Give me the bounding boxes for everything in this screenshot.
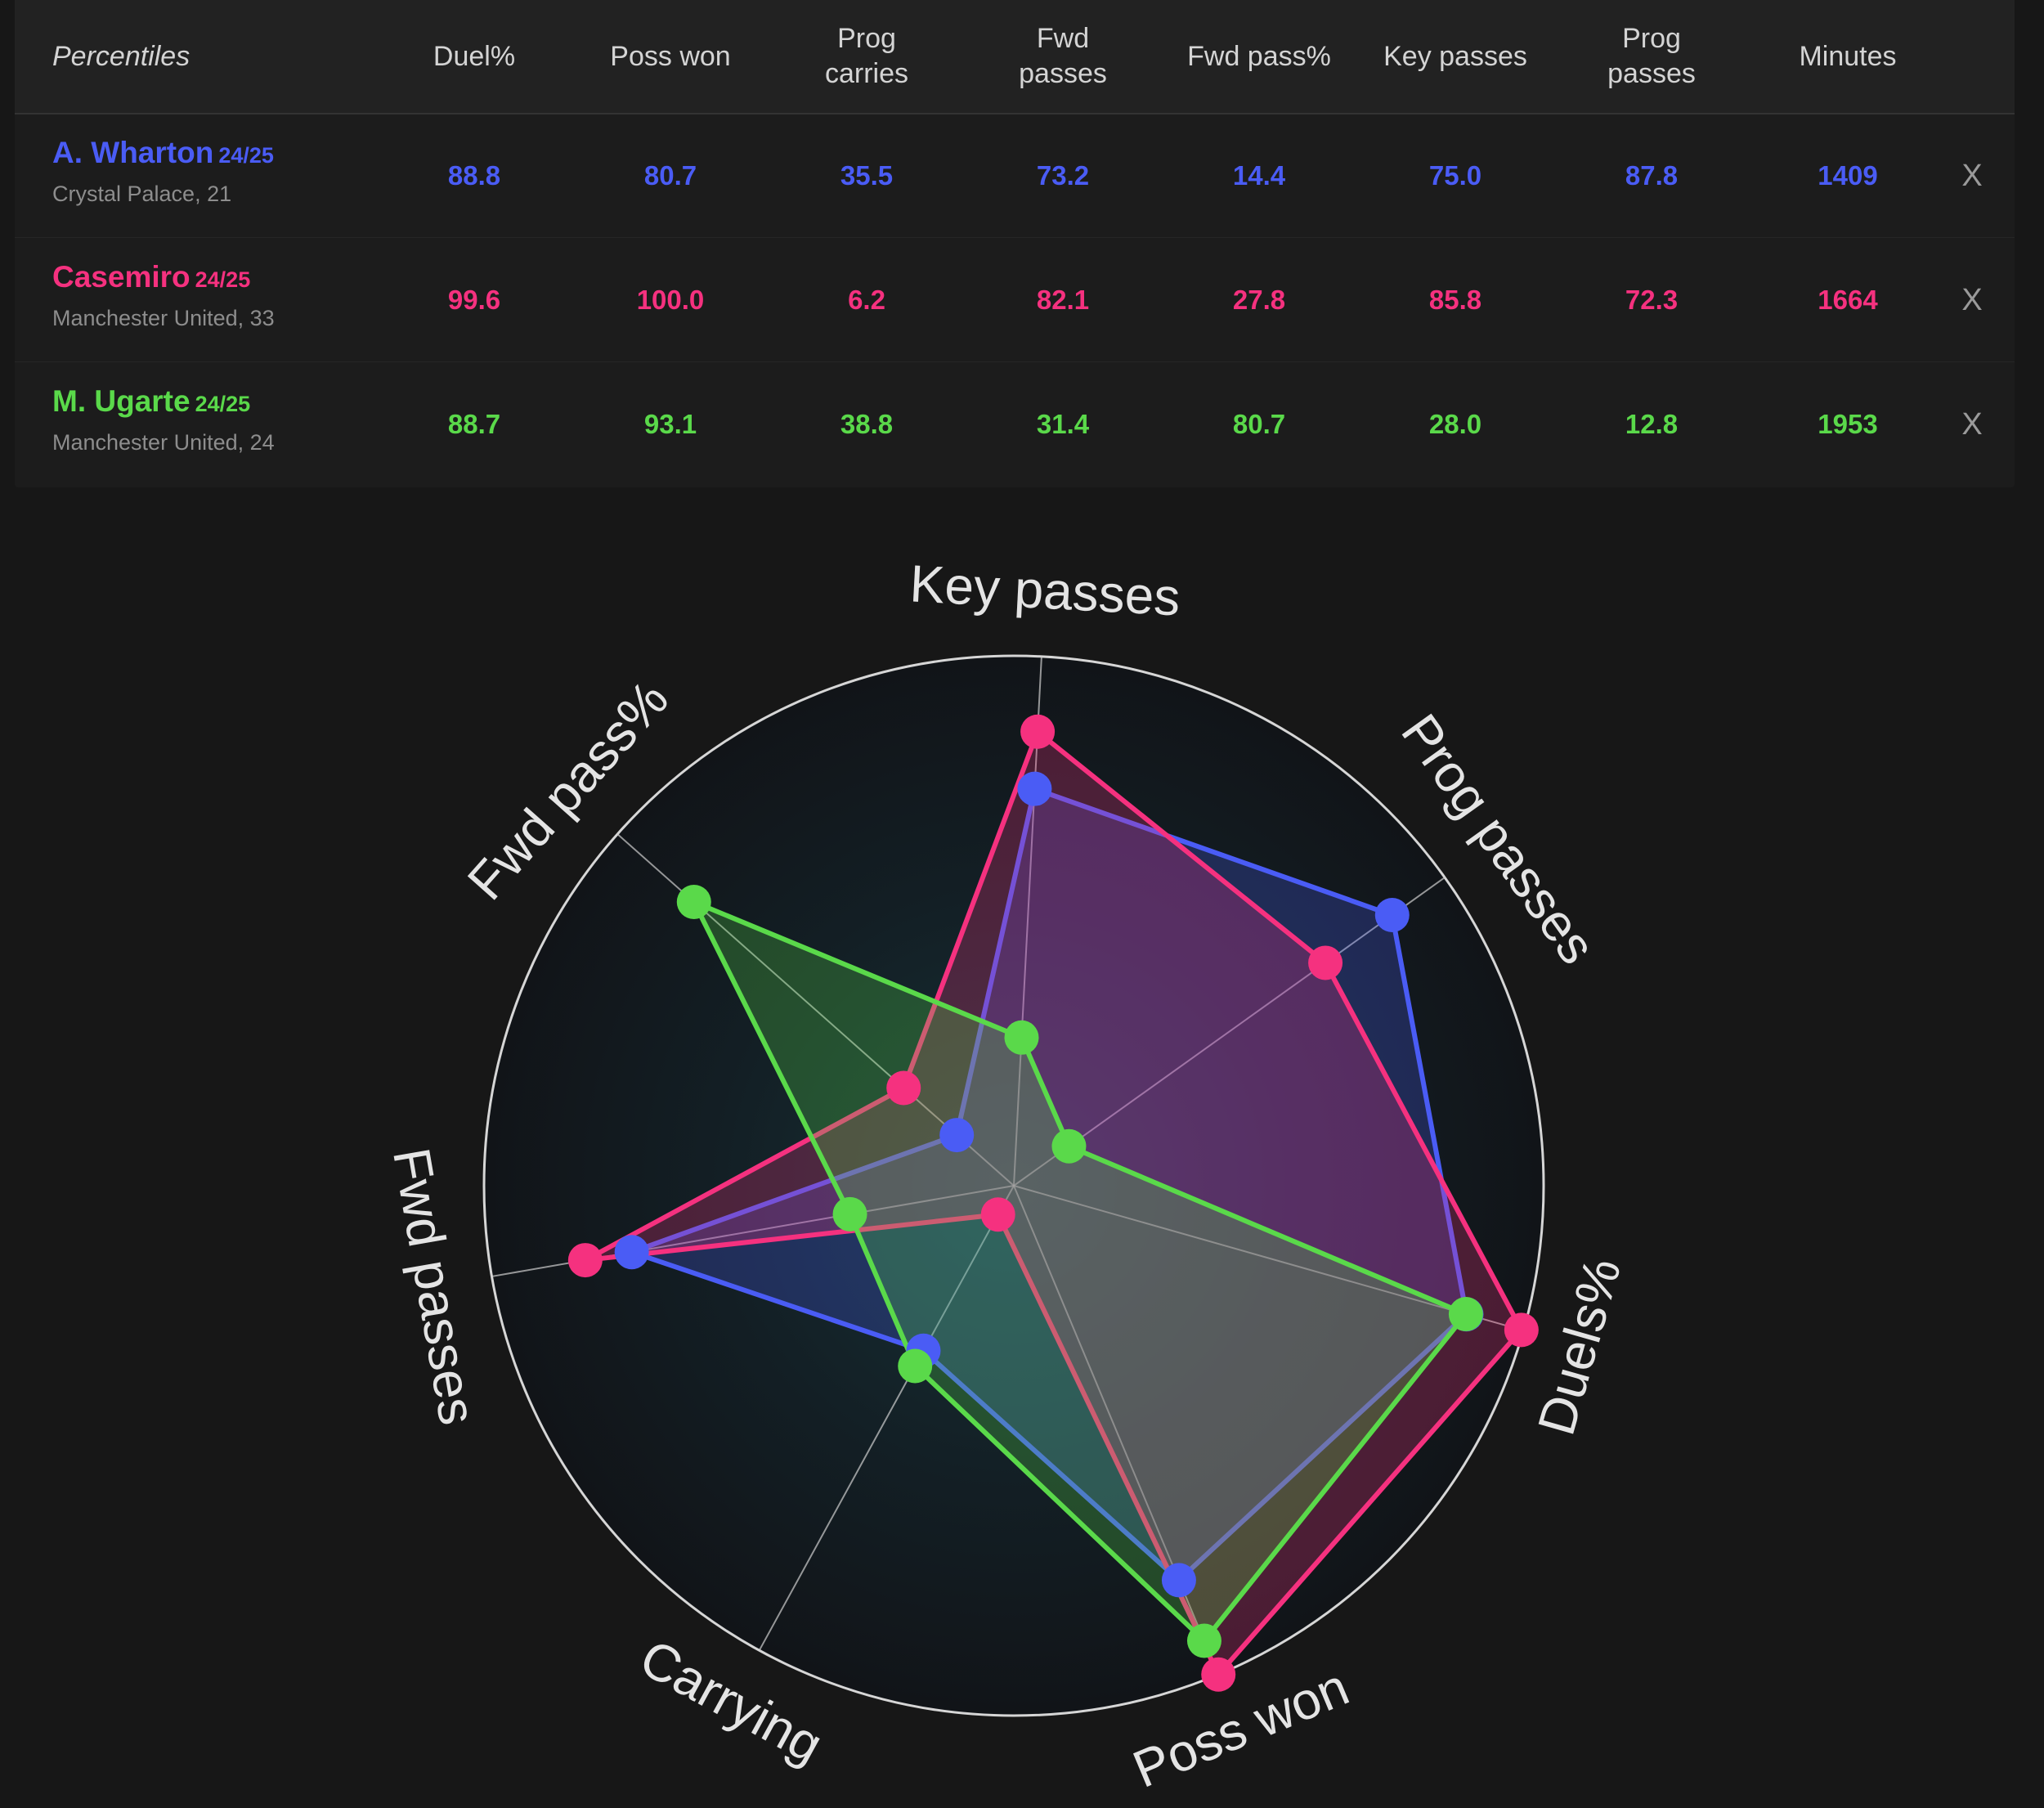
value-prog-carries: 38.8 [840, 409, 894, 439]
remove-player-button[interactable]: X [1961, 406, 1983, 442]
value-prog-passes: 87.8 [1625, 160, 1679, 191]
value-prog-carries: 35.5 [840, 160, 894, 191]
value-poss-won: 80.7 [643, 160, 697, 191]
value-fwd-passes: 31.4 [1036, 409, 1090, 439]
radar-point-series-2 [1448, 1297, 1483, 1332]
header-duel-pct[interactable]: Duel% [433, 40, 516, 72]
header-minutes[interactable]: Minutes [1799, 40, 1897, 72]
value-duel-pct: 88.7 [447, 409, 501, 439]
value-prog-passes: 72.3 [1625, 285, 1679, 315]
radar-spoke [1013, 877, 1446, 1187]
percentiles-table: Percentiles Duel% Poss won Prog carries … [15, 0, 2015, 487]
remove-player-button[interactable]: X [1961, 158, 1983, 193]
radar-point-series-2 [832, 1196, 867, 1232]
player-name[interactable]: A. Wharton [52, 136, 214, 169]
value-poss-won: 93.1 [643, 409, 697, 439]
player-name-wrapper: M. Ugarte 24/25 [52, 384, 250, 419]
player-name-wrapper: A. Wharton 24/25 [52, 136, 274, 170]
player-name[interactable]: M. Ugarte [52, 384, 191, 418]
header-percentiles: Percentiles [52, 40, 191, 72]
table-header: Percentiles Duel% Poss won Prog carries … [15, 0, 2015, 114]
value-minutes: 1953 [1818, 409, 1878, 439]
header-prog-passes[interactable]: Prog passes [1607, 23, 1696, 89]
radar-axis-label: Key passes [908, 554, 1181, 626]
radar-point-series-0 [1374, 898, 1410, 933]
value-fwd-passes: 82.1 [1036, 285, 1090, 315]
player-row-casemiro: Casemiro 24/25 Manchester United, 33 99.6… [15, 239, 2015, 362]
radar-spoke [1013, 1185, 1524, 1332]
radar-point-series-1 [886, 1070, 921, 1106]
player-name-wrapper: Casemiro 24/25 [52, 260, 250, 294]
radar-point-series-1 [1201, 1657, 1236, 1692]
value-fwd-passes: 73.2 [1036, 160, 1090, 191]
radar-point-series-0 [1017, 771, 1052, 806]
value-prog-passes: 12.8 [1625, 409, 1679, 439]
radar-point-series-2 [1051, 1128, 1087, 1164]
player-season: 24/25 [195, 392, 251, 416]
radar-point-series-2 [676, 885, 711, 920]
player-row-ugarte: M. Ugarte 24/25 Manchester United, 24 88.… [15, 363, 2015, 486]
value-poss-won: 100.0 [636, 285, 705, 315]
value-prog-carries: 6.2 [848, 285, 885, 315]
header-prog-carries[interactable]: Prog carries [824, 23, 909, 89]
radar-point-series-2 [1004, 1020, 1039, 1055]
value-key-passes: 85.8 [1428, 285, 1482, 315]
value-minutes: 1409 [1818, 160, 1878, 191]
radar-point-series-1 [1308, 945, 1343, 980]
radar-point-series-0 [939, 1118, 975, 1153]
player-meta: Manchester United, 33 [52, 306, 275, 330]
radar-points [567, 714, 1539, 1692]
radar-area-series-0 [629, 786, 1469, 1583]
value-key-passes: 28.0 [1428, 409, 1482, 439]
radar-point-series-1 [567, 1243, 603, 1278]
player-season: 24/25 [195, 267, 251, 292]
player-season: 24/25 [218, 143, 274, 168]
player-meta: Manchester United, 24 [52, 430, 275, 455]
radar-axis-label: Duels% [1526, 1252, 1633, 1442]
header-key-passes[interactable]: Key passes [1383, 40, 1527, 72]
player-row-wharton: A. Wharton 24/25 Crystal Palace, 21 88.8 … [15, 114, 2015, 238]
header-fwd-pass-pct[interactable]: Fwd pass% [1187, 40, 1331, 72]
radar-point-series-0 [1161, 1563, 1196, 1598]
radar-point-series-1 [1020, 714, 1056, 749]
value-duel-pct: 88.8 [447, 160, 501, 191]
player-meta: Crystal Palace, 21 [52, 182, 232, 206]
value-minutes: 1664 [1818, 285, 1878, 315]
value-duel-pct: 99.6 [447, 285, 501, 315]
header-fwd-passes[interactable]: Fwd passes [1019, 23, 1107, 89]
remove-player-button[interactable]: X [1961, 282, 1983, 317]
radar-point-series-2 [1186, 1623, 1221, 1658]
value-key-passes: 75.0 [1428, 160, 1482, 191]
radar-area-series-1 [582, 729, 1524, 1677]
value-fwd-pass-pct: 80.7 [1232, 409, 1286, 439]
radar-point-series-1 [980, 1197, 1015, 1232]
header-poss-won[interactable]: Poss won [610, 40, 731, 72]
radar-spoke [758, 1185, 1015, 1651]
player-name[interactable]: Casemiro [52, 260, 191, 294]
value-fwd-pass-pct: 14.4 [1232, 160, 1286, 191]
radar-axis-label: Fwd passes [382, 1144, 487, 1429]
value-fwd-pass-pct: 27.8 [1232, 285, 1286, 315]
radar-point-series-2 [898, 1348, 933, 1384]
radar-point-series-0 [614, 1235, 649, 1270]
radar-point-series-1 [1504, 1312, 1539, 1348]
